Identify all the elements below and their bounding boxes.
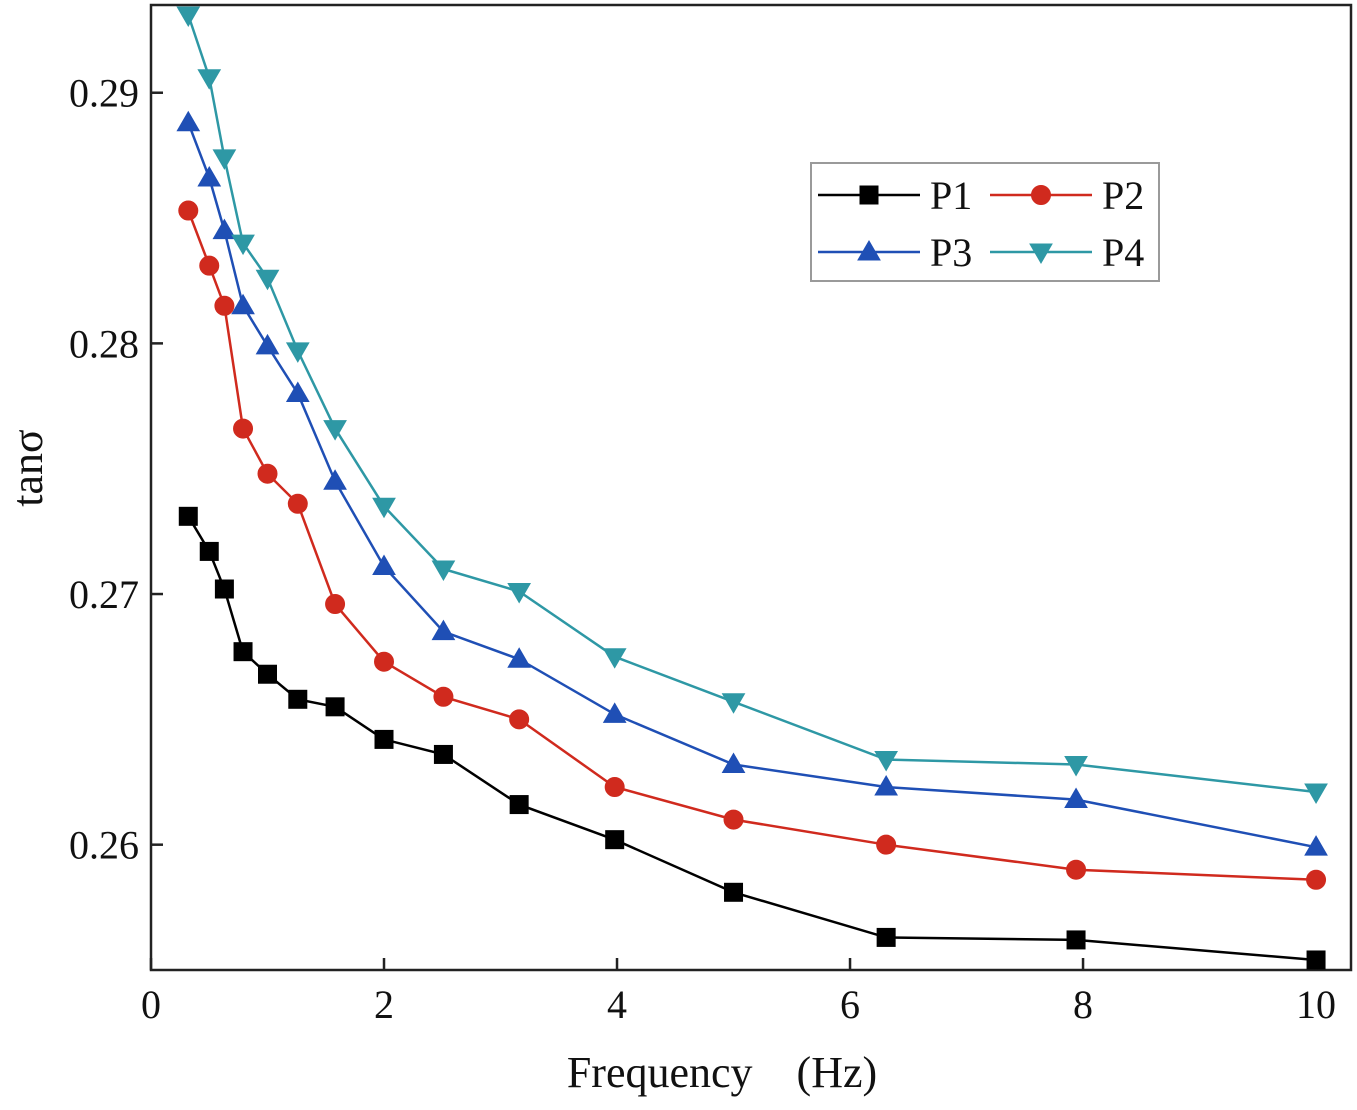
- data-point-p3: [874, 775, 899, 796]
- y-axis: 0.26 0.27 0.28 0.29: [69, 71, 163, 868]
- data-point-p4: [372, 497, 396, 519]
- data-point-p3: [507, 647, 532, 668]
- data-point-p3: [372, 554, 396, 575]
- data-point-p4: [602, 648, 627, 669]
- data-point-p4: [285, 342, 310, 363]
- legend-item-p1: P1: [818, 173, 972, 218]
- data-point-p2: [214, 295, 235, 316]
- legend-label: P3: [930, 230, 972, 275]
- series-p3: [176, 110, 1328, 856]
- legend-item-p2: P2: [990, 173, 1144, 218]
- legend-label: P1: [930, 173, 972, 218]
- data-point-p1: [724, 882, 744, 902]
- data-point-p2: [604, 777, 625, 798]
- x-axis-title: Frequency (Hz): [567, 1048, 877, 1097]
- data-point-p3: [1304, 835, 1328, 856]
- data-point-p4: [323, 420, 347, 441]
- data-point-p1: [1066, 930, 1086, 950]
- data-point-p2: [433, 686, 454, 707]
- data-point-p2: [1306, 869, 1327, 890]
- legend-item-p4: P4: [990, 230, 1144, 275]
- data-point-p1: [178, 506, 198, 526]
- data-point-p3: [431, 619, 456, 641]
- data-point-p2: [876, 834, 897, 855]
- data-point-p2: [723, 809, 744, 830]
- y-tick-label: 0.29: [69, 71, 139, 116]
- data-point-p2: [199, 255, 220, 276]
- data-point-p2: [178, 200, 199, 221]
- series-line-p4: [187, 14, 1317, 794]
- data-point-p4: [431, 560, 456, 581]
- data-point-p3: [212, 218, 237, 240]
- legend-label: P4: [1102, 230, 1144, 275]
- series-line-p1: [187, 515, 1317, 962]
- y-axis-title: tanσ: [3, 429, 52, 507]
- legend-marker: [859, 185, 879, 205]
- legend-box: [810, 162, 1160, 282]
- x-tick-label: 10: [1296, 982, 1336, 1027]
- data-point-p3: [1064, 787, 1088, 809]
- data-point-p3: [231, 293, 255, 315]
- legend-marker: [1031, 185, 1051, 205]
- data-point-p3: [255, 333, 280, 355]
- data-point-p4: [1304, 783, 1328, 805]
- x-tick-label: 8: [1073, 982, 1093, 1027]
- data-point-p1: [325, 697, 345, 717]
- data-point-p2: [287, 493, 308, 514]
- data-point-p1: [876, 927, 896, 947]
- data-point-p1: [433, 744, 453, 764]
- data-point-p1: [374, 729, 394, 749]
- data-point-p4: [197, 69, 222, 90]
- legend-item-p3: P3: [818, 230, 972, 275]
- data-point-p4: [255, 269, 280, 291]
- data-point-p2: [325, 594, 346, 615]
- plot-frame: [149, 3, 1353, 972]
- data-point-p4: [1064, 755, 1088, 777]
- data-point-p1: [258, 664, 278, 684]
- series-p2: [178, 200, 1327, 890]
- data-point-p1: [199, 541, 219, 561]
- x-tick-label: 2: [374, 982, 394, 1027]
- series-line-p2: [187, 210, 1317, 882]
- x-tick-label: 6: [840, 982, 860, 1027]
- x-tick-label: 4: [607, 982, 627, 1027]
- data-point-p4: [721, 693, 746, 714]
- series-layer: [176, 6, 1328, 970]
- series-p4: [176, 6, 1328, 805]
- data-point-p3: [176, 110, 201, 132]
- data-point-p3: [285, 381, 310, 403]
- data-point-p3: [602, 702, 627, 723]
- series-p1: [178, 506, 1326, 970]
- data-point-p4: [874, 750, 899, 772]
- legend-marker: [857, 240, 881, 261]
- legend-marker: [1029, 243, 1053, 264]
- data-point-p2: [257, 463, 278, 484]
- legend: P1 P2 P3 P4: [810, 162, 1160, 282]
- data-point-p1: [214, 579, 234, 599]
- data-point-p2: [233, 418, 254, 439]
- data-point-p1: [233, 642, 253, 662]
- data-point-p1: [288, 689, 308, 709]
- data-point-p4: [212, 149, 237, 170]
- data-point-p4: [507, 583, 532, 604]
- data-point-p3: [197, 165, 222, 187]
- data-point-p3: [721, 752, 746, 773]
- data-point-p1: [1306, 950, 1326, 970]
- y-tick-label: 0.26: [69, 823, 139, 868]
- x-tick-label: 0: [141, 982, 161, 1027]
- legend-label: P2: [1102, 173, 1144, 218]
- data-point-p3: [323, 469, 347, 490]
- x-axis: 0 2 4 6 8 10: [141, 958, 1336, 1027]
- y-tick-label: 0.27: [69, 572, 139, 617]
- data-point-p1: [605, 830, 625, 850]
- y-tick-label: 0.28: [69, 321, 139, 366]
- data-point-p2: [1066, 859, 1087, 880]
- data-point-p4: [176, 6, 201, 28]
- data-point-p1: [509, 795, 529, 815]
- data-point-p2: [509, 709, 530, 730]
- data-point-p2: [374, 651, 395, 672]
- data-point-p4: [231, 234, 255, 256]
